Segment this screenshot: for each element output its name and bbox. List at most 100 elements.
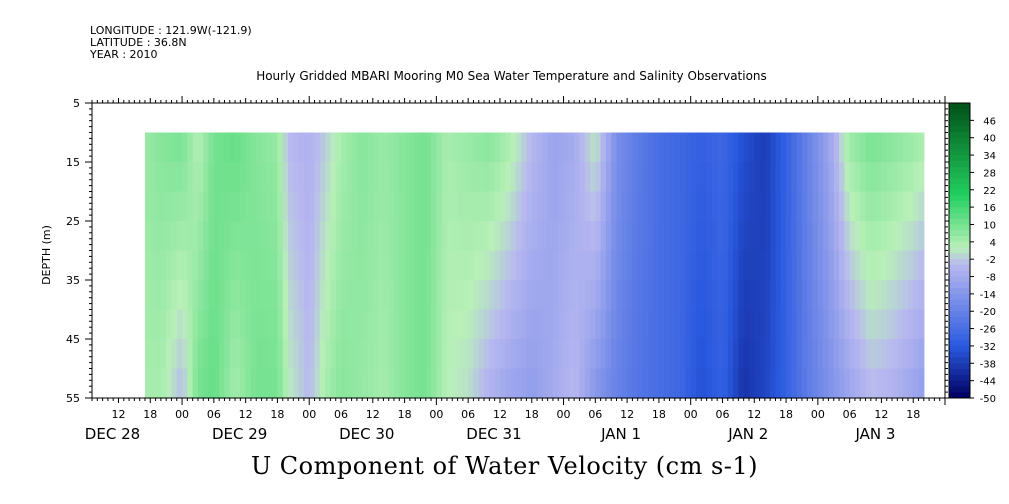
heatmap-cell [171, 339, 178, 370]
heatmap-cell [902, 221, 909, 252]
heatmap-cell [759, 162, 766, 193]
heatmap-cell [748, 132, 755, 163]
heatmap-cell [632, 250, 639, 281]
heatmap-cell [801, 280, 808, 311]
heatmap-cell [187, 221, 194, 252]
heatmap-cell [674, 132, 681, 163]
heatmap-cell [197, 250, 204, 281]
x-hour-tick-label: 06 [461, 408, 475, 421]
heatmap-cell [584, 191, 591, 222]
heatmap-cell [356, 132, 363, 163]
heatmap-cell [441, 132, 448, 163]
colorbar-swatch [949, 149, 970, 156]
heatmap-cell [695, 280, 702, 311]
x-hour-tick-label: 00 [302, 408, 316, 421]
heatmap-cell [484, 250, 490, 281]
heatmap-cell [595, 368, 602, 399]
heatmap-cell [192, 221, 199, 252]
heatmap-cell [187, 250, 194, 281]
heatmap-cell [754, 368, 761, 399]
heatmap-cell [579, 162, 586, 193]
heatmap-cell [685, 221, 692, 252]
heatmap-cell [786, 132, 792, 163]
heatmap-cell [886, 221, 893, 252]
heatmap-cell [870, 162, 877, 193]
heatmap-cell [478, 250, 485, 281]
heatmap-cell [303, 309, 310, 340]
heatmap-cell [330, 250, 337, 281]
heatmap-cell [632, 221, 639, 252]
heatmap-cell [526, 221, 533, 252]
heatmap-cell [266, 162, 273, 193]
heatmap-cell [854, 309, 861, 340]
heatmap-cell [876, 250, 883, 281]
heatmap-cell [415, 221, 422, 252]
colorbar-swatch [949, 299, 970, 306]
heatmap-cell [515, 132, 522, 163]
colorbar-swatch [949, 288, 970, 295]
heatmap-cell [155, 309, 162, 340]
heatmap-cell [886, 368, 893, 399]
heatmap-cell [144, 339, 151, 370]
heatmap-cell [288, 132, 294, 163]
colorbar-swatch [949, 392, 970, 399]
heatmap-cell [256, 221, 263, 252]
heatmap-cell [277, 250, 284, 281]
heatmap-cell [653, 368, 660, 399]
heatmap-cell [303, 162, 310, 193]
heatmap-cell [187, 162, 194, 193]
heatmap-cell [542, 309, 549, 340]
heatmap-cell [468, 368, 475, 399]
heatmap-cell [865, 162, 872, 193]
colorbar-swatch [949, 340, 970, 347]
heatmap-cell [907, 309, 914, 340]
heatmap-cell [590, 309, 596, 340]
heatmap-cell [786, 191, 792, 222]
heatmap-cell [600, 250, 607, 281]
heatmap-cell [457, 250, 464, 281]
heatmap-cell [738, 280, 745, 311]
heatmap-cell [833, 339, 840, 370]
heatmap-cell [839, 280, 845, 311]
heatmap-cell [801, 191, 808, 222]
heatmap-cell [658, 132, 665, 163]
heatmap-cell [547, 191, 554, 222]
heatmap-cell [839, 309, 845, 340]
x-hour-tick-label: 06 [207, 408, 221, 421]
heatmap-cell [484, 191, 490, 222]
heatmap-cell [616, 191, 623, 222]
heatmap-cell [383, 132, 390, 163]
colorbar-swatch [949, 311, 970, 318]
heatmap-cell [658, 339, 665, 370]
heatmap-cell [288, 280, 294, 311]
heatmap-cell [733, 132, 739, 163]
heatmap-cell [515, 221, 522, 252]
heatmap-cell [860, 250, 867, 281]
heatmap-cell [637, 162, 644, 193]
heatmap-cell [579, 339, 586, 370]
heatmap-cell [415, 368, 422, 399]
heatmap-cell [431, 309, 437, 340]
heatmap-cell [494, 368, 501, 399]
heatmap-cell [203, 368, 210, 399]
heatmap-cell [356, 280, 363, 311]
heatmap-cell [717, 309, 724, 340]
heatmap-cell [839, 250, 845, 281]
heatmap-cell [494, 250, 501, 281]
heatmap-cell [568, 132, 575, 163]
x-hour-tick-label: 12 [366, 408, 380, 421]
colorbar-swatch [949, 230, 970, 237]
heatmap-cell [621, 221, 628, 252]
heatmap-cell [664, 368, 671, 399]
heatmap-cell [314, 309, 321, 340]
heatmap-cell [213, 250, 220, 281]
heatmap-cell [658, 221, 665, 252]
heatmap-cell [526, 339, 533, 370]
heatmap-cell [537, 368, 543, 399]
heatmap-cell [494, 221, 501, 252]
longitude-label: LONGITUDE : 121.9W(-121.9) [90, 24, 252, 37]
heatmap-cell [367, 309, 374, 340]
heatmap-cell [393, 280, 400, 311]
heatmap-cell [521, 309, 528, 340]
heatmap-cell [335, 132, 342, 163]
